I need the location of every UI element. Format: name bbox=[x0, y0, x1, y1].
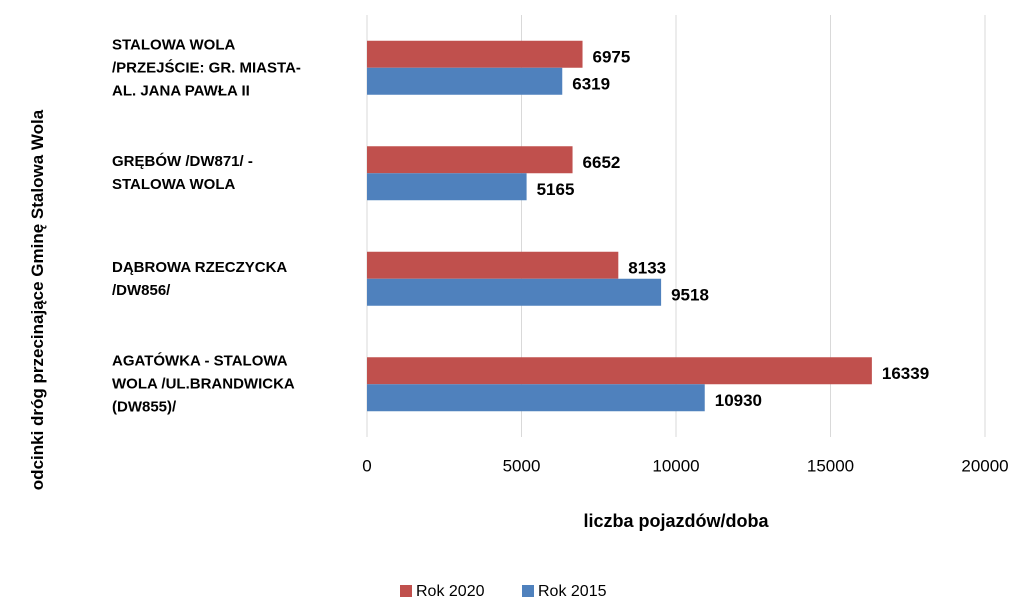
bar bbox=[367, 278, 662, 306]
x-tick-label: 5000 bbox=[503, 456, 541, 475]
bar bbox=[367, 251, 619, 279]
bar bbox=[367, 67, 563, 95]
y-axis-title: odcinki dróg przecinające Gminę Stalowa … bbox=[28, 109, 47, 491]
bar bbox=[367, 384, 705, 412]
bar bbox=[367, 40, 583, 68]
data-label: 16339 bbox=[882, 364, 929, 383]
data-label: 10930 bbox=[715, 391, 762, 410]
data-label: 6652 bbox=[583, 153, 621, 172]
legend-label: Rok 2015 bbox=[538, 583, 607, 600]
y-tick-label: DĄBROWA RZECZYCKA /DW856/ bbox=[112, 258, 287, 299]
data-label: 5165 bbox=[537, 180, 575, 199]
data-label: 9518 bbox=[671, 286, 709, 305]
data-label: 8133 bbox=[628, 259, 666, 278]
data-label: 6319 bbox=[572, 75, 610, 94]
y-tick-label: STALOWA WOLA /PRZEJŚCIE: GR. MIASTA- AL.… bbox=[112, 36, 301, 100]
y-tick-label: GRĘBÓW /DW871/ - STALOWA WOLA bbox=[112, 153, 253, 194]
x-axis-title: liczba pojazdów/doba bbox=[583, 511, 769, 531]
x-tick-label: 10000 bbox=[652, 456, 699, 475]
data-label: 6975 bbox=[593, 48, 631, 67]
legend-swatch bbox=[400, 585, 412, 597]
bar bbox=[367, 173, 527, 201]
x-tick-label: 0 bbox=[362, 456, 371, 475]
legend-swatch bbox=[522, 585, 534, 597]
bar bbox=[367, 146, 573, 174]
legend-label: Rok 2020 bbox=[416, 583, 485, 600]
bar bbox=[367, 357, 872, 385]
x-tick-label: 20000 bbox=[961, 456, 1008, 475]
y-tick-label: AGATÓWKA - STALOWA WOLA /UL.BRANDWICKA (… bbox=[112, 352, 295, 416]
x-tick-label: 15000 bbox=[807, 456, 854, 475]
